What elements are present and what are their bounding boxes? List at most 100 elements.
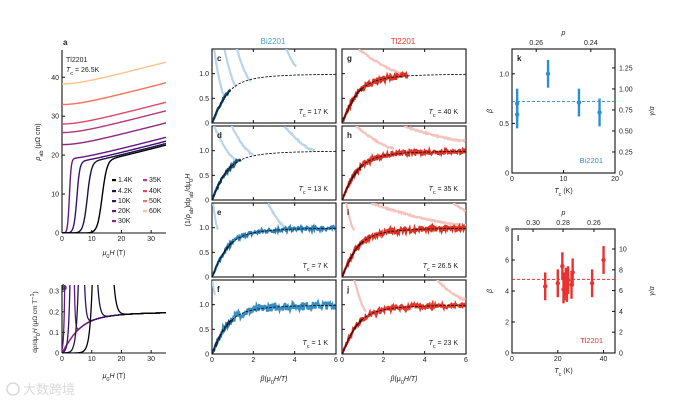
panel-i: i Tc = 26.5 K — [341, 202, 467, 278]
y2-tick-label: 0.50 — [619, 128, 633, 135]
y2-tick-label: 1.00 — [619, 86, 633, 93]
y2-tick-label: 1.25 — [619, 65, 633, 72]
x-axis-label-right: β(μ0H/T) — [389, 376, 417, 386]
curves — [342, 126, 466, 200]
panel-label: d — [217, 131, 222, 140]
panel-label: c — [217, 54, 222, 63]
label-part: c — [559, 192, 562, 198]
light-data-curve — [213, 49, 225, 96]
series-line-60K — [62, 61, 166, 85]
y2-tick-label: 0 — [619, 171, 623, 178]
tc-label: Tc = 26.5K — [66, 67, 100, 77]
legend-swatch — [143, 210, 147, 213]
y-tick-label: 0.3 — [49, 289, 59, 296]
data-point — [576, 100, 582, 105]
data-point — [545, 71, 551, 77]
y-tick-label: 0 — [205, 121, 209, 128]
light-data-curve — [267, 203, 288, 229]
x-tick-label: 4 — [293, 357, 297, 364]
data-curve-low-field — [342, 318, 363, 354]
series-line-4.2K — [62, 142, 166, 233]
label-part: (μΩ cm) — [35, 123, 42, 150]
axes-frame — [211, 125, 337, 201]
fit-dashed-line — [342, 304, 466, 354]
light-data-curve — [212, 203, 219, 230]
legend-swatch — [112, 200, 116, 203]
label-part: = 40 K — [436, 109, 459, 116]
y2-tick-label: 10 — [619, 246, 627, 253]
panel-label: a — [63, 38, 68, 47]
x-tick-label: 10 — [560, 176, 568, 183]
y2-axis-label: γ/α — [649, 285, 656, 295]
label-part: (T) — [115, 373, 126, 380]
y-tick-label: 1.0 — [199, 148, 209, 155]
label-part: T — [66, 67, 71, 74]
panel-h: h Tc = 35 K — [341, 125, 467, 201]
label-part: 0 — [106, 254, 109, 260]
label-part: ρ — [35, 157, 42, 162]
label-part: c — [70, 71, 73, 77]
light-data-curve — [403, 126, 466, 144]
y-tick-label: 0 — [205, 352, 209, 359]
derivative-line-60K — [62, 312, 166, 353]
x-tick-label: 0 — [210, 357, 214, 364]
legend-swatch — [112, 179, 116, 182]
tc-label: Tc = 13 K — [299, 186, 329, 196]
y2-tick-label: 0 — [619, 351, 623, 358]
fit-dashed-line — [212, 304, 336, 354]
y-axis-label: β — [487, 109, 494, 114]
axes-frame — [211, 279, 337, 355]
fit-dashed-line — [342, 73, 466, 123]
x-axis-label: μ0H (T) — [102, 373, 126, 383]
curves — [212, 49, 336, 123]
label-part: T — [302, 340, 307, 347]
label-part: c — [307, 267, 310, 273]
panel-label: g — [347, 54, 352, 63]
label-part: ab — [189, 208, 195, 214]
x-axis-label: Tc (K) — [554, 188, 572, 198]
light-data-curve — [436, 280, 466, 302]
y-tick-label: 6 — [505, 258, 509, 265]
panel-e: 0 0.5 1.0 e Tc = 7 K — [199, 202, 337, 282]
light-data-curve — [452, 203, 466, 213]
legend-label: 50K — [149, 198, 162, 205]
data-point — [514, 112, 520, 117]
label-part: = 35 K — [436, 186, 459, 193]
label-part: c — [433, 344, 436, 350]
curves — [342, 203, 466, 277]
derivative-line-35K — [62, 312, 166, 353]
x-tick-label: 0 — [340, 357, 344, 364]
label-part: T — [302, 263, 307, 270]
derivative-line-1.4K — [62, 285, 166, 353]
light-data-curve — [370, 203, 466, 228]
tc-label: Tc = 23 K — [429, 340, 459, 350]
x-tick-label: 2 — [381, 357, 385, 364]
fit-dashed-line — [212, 227, 336, 277]
axes-frame — [341, 48, 467, 124]
light-data-curve — [353, 280, 367, 313]
legend-swatch — [112, 190, 116, 193]
tc-label: Tc = 17 K — [299, 109, 329, 119]
label-part: (K) — [561, 188, 572, 195]
legend-label: 40K — [149, 188, 162, 195]
y-tick-label: 1.0 — [199, 71, 209, 78]
tc-label: Tc = 26.5 K — [423, 263, 459, 273]
x-tick-label: 4 — [423, 357, 427, 364]
light-data-curve — [213, 126, 237, 162]
label-part: = 1 K — [310, 340, 329, 347]
axes-frame — [341, 202, 467, 278]
top-axis-label: p — [561, 210, 566, 217]
y2-tick-label: 0.25 — [619, 149, 633, 156]
data-point — [597, 110, 602, 115]
watermark: 大数跨境 — [6, 382, 75, 397]
label-part: c — [427, 267, 430, 273]
data-point — [542, 284, 548, 289]
y-tick-label: 0 — [505, 351, 509, 358]
watermark-text: 大数跨境 — [23, 382, 75, 397]
fit-dashed-line — [212, 73, 336, 123]
data-point — [555, 281, 560, 286]
y-tick-label: 1.0 — [199, 225, 209, 232]
x-tick-label: 0 — [510, 176, 514, 183]
